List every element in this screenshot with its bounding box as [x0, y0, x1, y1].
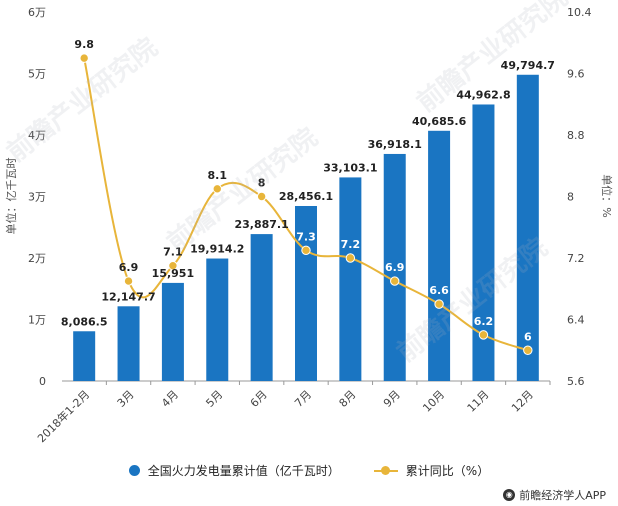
line-value-label: 6.2 — [474, 315, 494, 328]
left-tick-label: 6万 — [28, 6, 46, 19]
line-point — [301, 245, 311, 256]
line-value-label: 8.1 — [208, 169, 228, 182]
line-point — [523, 345, 533, 355]
bar — [295, 205, 317, 381]
line-point — [168, 260, 178, 271]
line-point — [434, 299, 444, 309]
bar — [250, 234, 273, 381]
legend-line-swatch — [373, 465, 398, 476]
line-value-label: 6 — [524, 330, 532, 343]
bar — [161, 282, 184, 381]
line-point — [123, 276, 134, 286]
line-value-label: 7.2 — [341, 238, 361, 251]
right-tick-label: 7.2 — [567, 252, 585, 265]
right-tick-label: 9.6 — [567, 68, 585, 81]
line-value-label: 6.6 — [429, 284, 449, 297]
x-tick-label: 2018年1-2月 — [34, 387, 92, 445]
line-value-label: 7.1 — [163, 246, 183, 259]
bar — [383, 153, 406, 381]
left-tick-label: 4万 — [28, 129, 46, 142]
x-tick-label: 4月 — [159, 388, 181, 410]
bar-value-label: 23,887.1 — [234, 218, 288, 231]
x-tick-label: 3月 — [115, 388, 137, 410]
right-tick-label: 6.4 — [567, 314, 585, 327]
bar — [428, 130, 451, 381]
bar-value-label: 33,103.1 — [323, 161, 377, 174]
combo-chart: 0 1万 2万 3万 4万 5万 6万 5.6 6.4 7.2 8 8.8 9.6 10.4 单位：亿千瓦时… — [4, 6, 614, 445]
bar-value-label: 40,685.6 — [412, 115, 467, 128]
left-tick-label: 0 — [39, 375, 46, 388]
bar — [472, 104, 495, 381]
left-tick-label: 1万 — [28, 314, 46, 327]
left-axis-title: 单位：亿千瓦时 — [4, 158, 18, 235]
x-tick-label: 5月 — [203, 388, 225, 410]
legend-bar-swatch — [128, 464, 140, 476]
bar-series — [73, 74, 539, 381]
line-point — [390, 276, 400, 286]
bar-value-label: 19,914.2 — [190, 243, 244, 256]
x-tick-label: 6月 — [248, 388, 270, 410]
x-tick-label: 12月 — [509, 388, 536, 415]
legend-item-bar: 全国火力发电量累计值（亿千瓦时） — [128, 462, 340, 479]
right-tick-label: 10.4 — [567, 6, 592, 19]
bar-value-label: 12,147.7 — [101, 290, 155, 303]
line-point — [478, 330, 489, 340]
bar — [73, 331, 96, 381]
left-tick-label: 5万 — [28, 68, 46, 81]
bar-value-label: 15,951 — [152, 267, 194, 280]
x-tick-label: 7月 — [292, 388, 314, 410]
left-tick-label: 3万 — [28, 191, 46, 204]
line-value-label: 8 — [258, 177, 266, 190]
line-series — [79, 53, 533, 355]
bar-value-label: 49,794.7 — [501, 59, 555, 72]
line-point — [79, 53, 89, 63]
bar — [117, 306, 140, 381]
line-point — [345, 253, 356, 263]
legend-line-label: 累计同比（%） — [405, 463, 490, 478]
legend: 全国火力发电量累计值（亿千瓦时） 累计同比（%） — [0, 460, 618, 480]
x-tick-label: 10月 — [420, 388, 447, 415]
right-tick-label: 8 — [567, 191, 574, 204]
legend-item-line: 累计同比（%） — [373, 462, 490, 479]
line-value-label: 9.8 — [74, 38, 94, 51]
bar-value-label: 36,918.1 — [368, 138, 422, 151]
x-tick-label: 8月 — [337, 388, 359, 410]
left-tick-label: 2万 — [28, 252, 46, 265]
line-value-label: 7.3 — [296, 230, 316, 243]
bar-value-label: 28,456.1 — [279, 190, 333, 203]
legend-bar-label: 全国火力发电量累计值（亿千瓦时） — [147, 463, 340, 478]
bar — [206, 258, 229, 381]
right-tick-label: 5.6 — [567, 375, 585, 388]
bar — [339, 177, 362, 381]
bar-value-label: 44,962.8 — [456, 88, 510, 101]
brand-footer: ◉ 前瞻经济学人APP — [503, 487, 606, 503]
line-point — [256, 191, 267, 202]
right-axis-title: 单位：% — [600, 174, 614, 217]
data-labels: 8,086.5 12,147.7 15,951 19,914.2 23,887.1 28,… — [61, 38, 555, 343]
line-value-label: 6.9 — [119, 261, 139, 274]
line-value-label: 6.9 — [385, 261, 405, 274]
x-tick-label: 11月 — [465, 388, 492, 415]
brand-logo-icon: ◉ — [503, 489, 516, 501]
line-point — [212, 184, 222, 194]
x-tick-label: 9月 — [381, 388, 403, 410]
bar — [516, 74, 539, 381]
brand-text: 前瞻经济学人APP — [519, 489, 606, 502]
bar-value-label: 8,086.5 — [61, 315, 108, 328]
right-tick-label: 8.8 — [567, 129, 585, 142]
